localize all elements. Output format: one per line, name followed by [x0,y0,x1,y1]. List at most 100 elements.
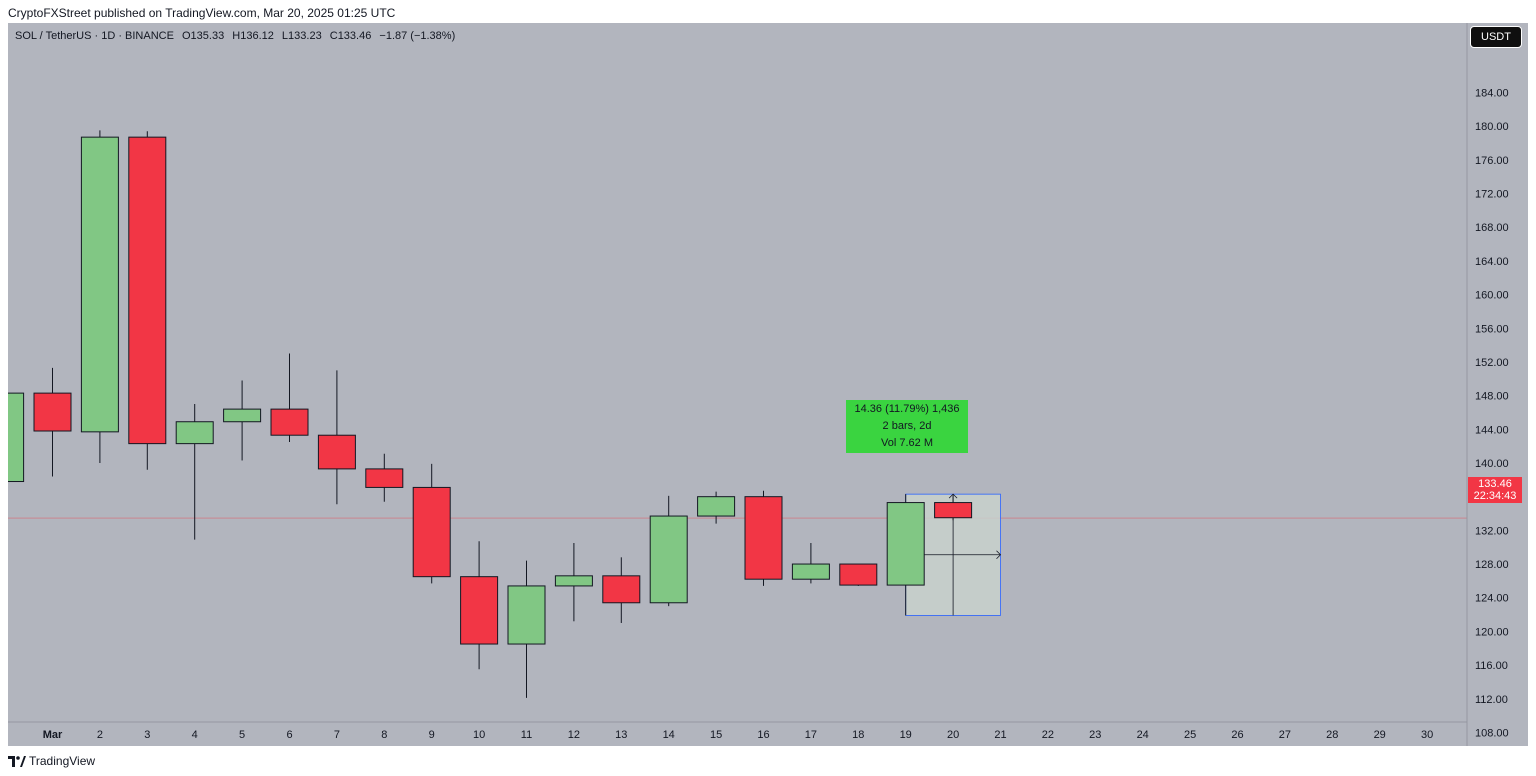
price-tick-label: 176.00 [1475,155,1509,167]
candle [80,130,119,463]
candle [8,392,25,483]
candle-body-down [412,486,451,578]
time-tick-label: 16 [757,729,769,741]
candlestick-chart[interactable]: 108.00 112.00 116.00 120.00 124.00 128.00 132.… [8,23,1528,746]
measure-tooltip: 14.36 (11.79%) 1,436 2 bars, 2d Vol 7.62… [846,400,968,453]
candle [934,495,973,521]
candle-body-up [649,515,688,604]
time-tick-label: 4 [192,729,198,741]
currency-button[interactable]: USDT [1470,26,1522,48]
legend-symbol[interactable]: SOL / TetherUS · 1D · BINANCE [15,30,174,42]
bar-countdown: 22:34:43 [1473,490,1517,502]
candle-body-up [886,502,925,586]
time-tick-label: 10 [473,729,485,741]
measure-arrow-right-icon [996,550,1002,560]
tradingview-brand[interactable]: TradingView [8,754,95,768]
legend-change: −1.87 (−1.38%) [379,30,456,42]
candle-body-up [80,136,119,433]
candle [460,541,499,670]
candle-body-up [507,585,546,645]
candle [175,404,214,540]
time-tick-label: 12 [568,729,580,741]
time-tick-label: 9 [429,729,435,741]
time-tick-label: 2 [97,729,103,741]
price-tick-label: 144.00 [1475,424,1509,436]
legend-high: H136.12 [232,30,274,42]
candle [886,494,925,616]
candle [128,131,167,470]
candle-body-down [602,575,641,604]
candle [317,370,356,505]
candle-body-up [223,408,262,423]
measure-volume: Vol 7.62 M [881,437,933,449]
price-tick-label: 140.00 [1475,458,1509,470]
measure-arrow-up-icon [948,493,958,499]
time-tick-label: 24 [1137,729,1149,741]
candle-body-down [365,468,404,488]
candle-body-up [791,563,830,580]
time-tick-label: 30 [1421,729,1433,741]
measure-bars: 2 bars, 2d [882,420,932,432]
candle-body-down [33,392,72,432]
time-tick-label: 14 [663,729,675,741]
time-tick-label: 28 [1326,729,1338,741]
price-tick-label: 180.00 [1475,121,1509,133]
candle [33,367,72,477]
price-tick-label: 168.00 [1475,222,1509,234]
candle-body-up [697,496,736,517]
price-tick-label: 156.00 [1475,323,1509,335]
price-tick-label: 160.00 [1475,290,1509,302]
symbol-legend: SOL / TetherUS · 1D · BINANCE O135.33 H1… [15,30,460,42]
candle [697,491,736,524]
candle-body-down [270,408,309,436]
candle-body-up [8,392,25,483]
measure-change: 14.36 (11.79%) 1,436 [854,403,960,415]
candle [223,380,262,461]
price-tick-label: 128.00 [1475,559,1509,571]
candle [839,563,878,586]
legend-close: C133.46 [329,30,372,42]
candle [507,560,546,698]
price-tick-label: 172.00 [1475,189,1509,201]
price-tick-label: 132.00 [1475,525,1509,537]
price-tick-label: 108.00 [1475,727,1509,739]
price-tick-label: 164.00 [1475,256,1509,268]
chart-area[interactable]: 108.00 112.00 116.00 120.00 124.00 128.00 132.… [8,23,1528,746]
candle-body-down [839,563,878,586]
price-tick-label: 184.00 [1475,88,1509,100]
candle-body-down [128,136,167,445]
candle-body-down [744,496,783,580]
time-tick-label: 8 [381,729,387,741]
publisher-attribution: CryptoFXStreet published on TradingView.… [8,6,396,20]
last-price-value: 133.46 [1478,478,1512,490]
time-tick-label: Mar [43,729,63,741]
price-tick-label: 112.00 [1475,694,1508,706]
price-tick-label: 152.00 [1475,357,1509,369]
price-tick-label: 120.00 [1475,626,1509,638]
candle [602,557,641,623]
candles [8,130,973,698]
time-tick-label: 11 [521,729,532,741]
legend-low: L133.23 [281,30,322,42]
time-tick-label: 19 [900,729,912,741]
candle [365,453,404,502]
candle [412,463,451,584]
price-tick-label: 116.00 [1475,660,1508,672]
time-tick-label: 20 [947,729,959,741]
time-tick-label: 7 [334,729,340,741]
time-tick-label: 25 [1184,729,1196,741]
candle [554,542,593,622]
price-tick-label: 124.00 [1475,593,1509,605]
last-price-tag: 133.46 22:34:43 [1468,477,1522,503]
time-tick-label: 17 [805,729,817,741]
time-tick-label: 5 [239,729,245,741]
axes: 108.00 112.00 116.00 120.00 124.00 128.00 132.… [8,23,1509,746]
time-tick-label: 18 [852,729,864,741]
tradingview-logo-icon [8,755,26,767]
tradingview-brand-text: TradingView [29,754,96,768]
legend-open: O135.33 [182,30,225,42]
time-tick-label: 3 [144,729,150,741]
candle [744,490,783,586]
time-tick-label: 6 [286,729,292,741]
candle-body-down [460,576,499,645]
